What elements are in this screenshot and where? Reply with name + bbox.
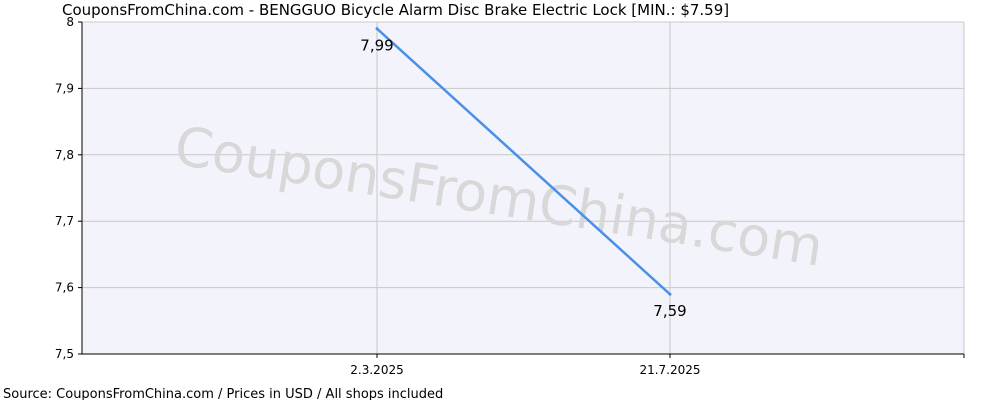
y-tick-label: 7,7 (55, 214, 74, 228)
data-point (668, 292, 672, 296)
x-tick-label: 21.7.2025 (639, 363, 700, 377)
y-tick-label: 8 (66, 15, 74, 29)
y-tick-label: 7,5 (55, 347, 74, 361)
y-tick-label: 7,6 (55, 281, 74, 295)
chart-title: CouponsFromChina.com - BENGGUO Bicycle A… (62, 1, 729, 19)
data-label: 7,99 (360, 37, 393, 55)
y-tick-label: 7,9 (55, 81, 74, 95)
plot-area (82, 22, 964, 354)
y-tick-label: 7,8 (55, 148, 74, 162)
data-label: 7,59 (653, 302, 686, 320)
data-point (375, 27, 379, 31)
series-line (376, 27, 671, 296)
x-tick-label: 2.3.2025 (350, 363, 403, 377)
chart-footer: Source: CouponsFromChina.com / Prices in… (3, 387, 443, 400)
